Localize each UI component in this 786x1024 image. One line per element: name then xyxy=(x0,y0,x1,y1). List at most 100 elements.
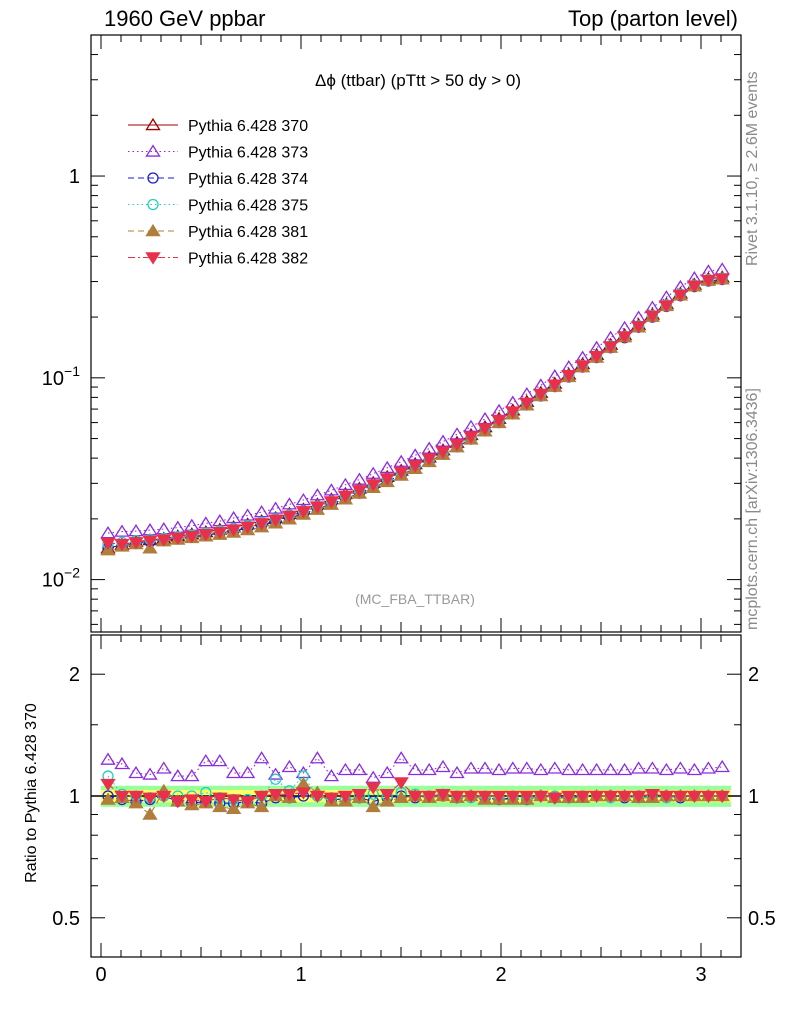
ratio-point xyxy=(616,762,633,776)
legend-marker xyxy=(145,144,161,157)
ratio-point xyxy=(267,767,284,780)
ratio-point xyxy=(533,762,549,776)
data-point xyxy=(630,321,647,334)
ratio-point xyxy=(365,770,381,783)
series-line xyxy=(107,268,723,534)
data-point xyxy=(616,331,633,344)
y-tick-label: 10−1 xyxy=(42,363,80,390)
ratio-point xyxy=(295,787,312,800)
chart-title: Δϕ (ttbar) (pTtt > 50 dy > 0) xyxy=(315,71,521,90)
y-tick-label: 1 xyxy=(69,166,80,188)
ratio-point xyxy=(686,762,703,776)
series-pythia-6.428-381 xyxy=(100,272,730,556)
data-point xyxy=(491,414,507,428)
ratio-point xyxy=(337,790,354,804)
ratio-point xyxy=(602,762,619,776)
ratio-point xyxy=(407,762,423,776)
ratio-point xyxy=(700,790,717,804)
legend: Pythia 6.428 370 Pythia 6.428 373 Pythia 6… xyxy=(128,117,308,268)
ratio-point xyxy=(505,761,521,774)
data-point xyxy=(225,524,242,537)
data-point xyxy=(114,538,130,552)
ratio-point xyxy=(365,782,381,795)
ratio-point xyxy=(505,790,521,804)
series-pythia-6.428-375 xyxy=(102,272,728,550)
legend-marker xyxy=(145,117,161,131)
ratio-panel: Ratio to Pythia 6.428 370 xyxy=(23,703,40,883)
ratio-point xyxy=(156,790,172,804)
ratio-point xyxy=(225,794,242,807)
ratio-point xyxy=(379,765,395,779)
x-tick-label: 0 xyxy=(95,964,106,986)
legend-marker xyxy=(147,198,159,211)
data-point xyxy=(700,274,717,288)
ratio-point xyxy=(239,796,256,809)
series-pythia-6.428-374 xyxy=(102,273,728,554)
ratio-point xyxy=(142,767,158,780)
ratio-point xyxy=(365,799,381,813)
ratio-point xyxy=(128,790,144,804)
data-point xyxy=(128,537,144,550)
data-point xyxy=(351,485,368,498)
ratio-point xyxy=(533,790,549,804)
series-line xyxy=(107,276,723,549)
ratio-point xyxy=(239,765,256,779)
data-point xyxy=(547,369,563,382)
ratio-point xyxy=(561,762,577,776)
y-axis-ticks: 0.5 0.5 1 1 2 2 xyxy=(52,664,776,958)
data-point xyxy=(407,460,423,473)
data-point xyxy=(142,535,158,548)
header-right: Top (parton level) xyxy=(568,6,738,31)
ratio-point xyxy=(630,790,647,804)
series-pythia-6.428-373 xyxy=(100,262,730,539)
series-line xyxy=(107,278,723,551)
data-point xyxy=(672,289,689,302)
series-line xyxy=(107,278,723,545)
ratio-point xyxy=(463,790,479,804)
ratio-point xyxy=(519,761,535,774)
ratio-series xyxy=(100,751,730,820)
ratio-point xyxy=(616,790,633,804)
ratio-point xyxy=(379,789,395,802)
series-line xyxy=(107,278,723,549)
y-tick-label: 2 xyxy=(69,664,80,686)
ratio-point xyxy=(491,790,507,804)
ratio-point xyxy=(295,777,312,790)
ratio-point xyxy=(142,792,158,805)
data-point xyxy=(170,532,186,545)
y-tick-label: 10−2 xyxy=(42,565,80,592)
ratio-point xyxy=(435,789,451,802)
ratio-point xyxy=(128,765,144,779)
ratio-point xyxy=(253,790,270,804)
ratio-point xyxy=(714,790,730,804)
ratio-point xyxy=(477,761,493,774)
ratio-point xyxy=(253,751,270,764)
ratio-point xyxy=(421,790,437,804)
legend-entry: Pythia 6.428 382 xyxy=(188,251,308,268)
series-pythia-6.428-370 xyxy=(100,270,730,554)
ratio-point xyxy=(588,762,605,776)
ratio-point xyxy=(142,807,158,820)
legend-entry: Pythia 6.428 374 xyxy=(188,171,308,188)
legend-entry: Pythia 6.428 381 xyxy=(188,224,308,241)
ratio-point xyxy=(100,778,116,792)
data-point xyxy=(309,488,326,501)
y-tick-label-right: 0.5 xyxy=(748,908,776,930)
data-point xyxy=(337,477,354,491)
ratio-point xyxy=(184,769,200,782)
data-point xyxy=(365,466,381,479)
ratio-point xyxy=(658,790,675,804)
ratio-point xyxy=(114,756,130,770)
data-point xyxy=(449,427,465,440)
ratio-point xyxy=(156,761,172,774)
ratio-series-pythia-6.428-373 xyxy=(100,751,730,783)
ratio-point xyxy=(588,790,605,804)
ratio-point xyxy=(323,792,340,805)
data-point xyxy=(519,397,535,410)
ratio-point xyxy=(672,790,689,804)
ratio-point xyxy=(574,790,591,804)
data-point xyxy=(253,518,270,531)
data-point xyxy=(323,483,340,496)
main-plot-frame xyxy=(90,34,742,633)
series-line xyxy=(107,277,723,545)
